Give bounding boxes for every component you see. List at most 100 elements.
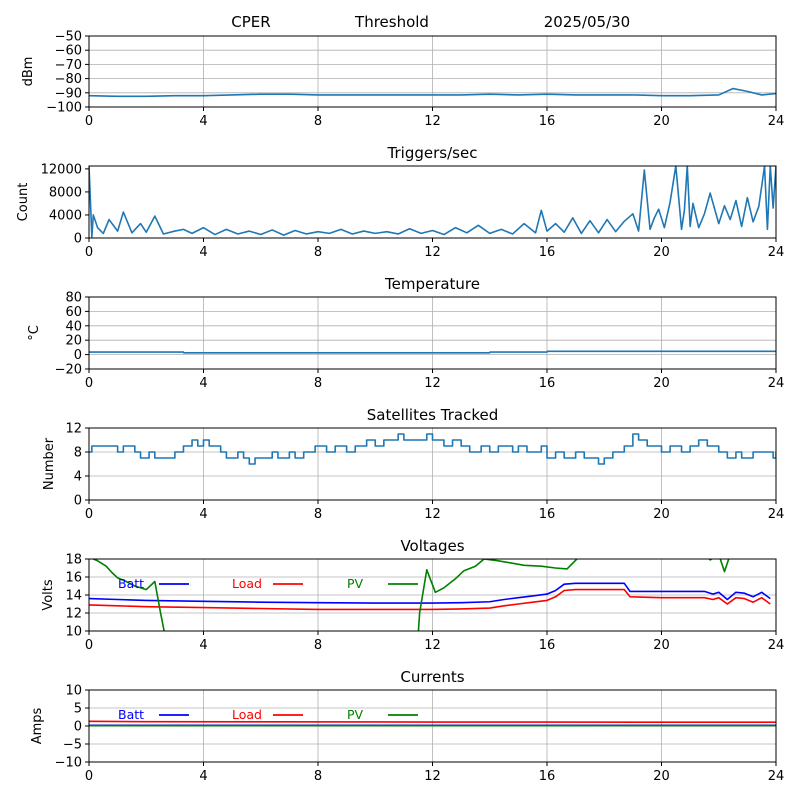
noise-series-group [89, 87, 776, 98]
temperature-xtick-label: 0 [85, 376, 93, 391]
noise-ytick-label: −60 [55, 44, 82, 59]
currents-legend-label-batt: Batt [118, 707, 144, 722]
currents-xtick-label: 12 [424, 769, 441, 784]
triggers-xtick-label: 4 [199, 245, 207, 260]
currents-ytick-label: 10 [65, 684, 82, 699]
triggers-frame [88, 165, 777, 239]
satellites-series-0 [89, 433, 776, 465]
temperature-ylabel: °C [27, 325, 42, 341]
currents-ylabel: Amps [30, 707, 45, 744]
noise-ylabel: dBm [21, 57, 36, 87]
currents-xtick-label: 4 [199, 769, 207, 784]
voltages-ytick-label: 12 [65, 607, 82, 622]
currents-xtick-label: 20 [653, 769, 670, 784]
temperature-xtick-label: 12 [424, 376, 441, 391]
temperature-xtick-label: 16 [539, 376, 556, 391]
triggers-ylabel: Count [16, 183, 31, 222]
triggers-ytick-label: 12000 [41, 162, 82, 177]
temperature-series-0 [89, 350, 776, 354]
noise-xtick-label: 16 [539, 114, 556, 129]
temperature-ytick-label: −20 [55, 363, 82, 378]
voltages-series-load [89, 588, 771, 611]
triggers-ytick-label: 4000 [49, 208, 82, 223]
currents-ytick-label: 5 [74, 702, 82, 717]
satellites-ytick-label: 12 [65, 422, 82, 437]
satellites-xtick-label: 8 [314, 507, 322, 522]
triggers-xtick-label: 20 [653, 245, 670, 260]
noise-ytick-label: −100 [46, 101, 82, 116]
voltages-xtick-label: 20 [653, 638, 670, 653]
satellites-ytick-label: 0 [74, 494, 82, 509]
currents-xtick-label: 16 [539, 769, 556, 784]
noise-xtick-label: 24 [768, 114, 785, 129]
satellites-ytick-label: 8 [74, 446, 82, 461]
satellites-ytick-label: 4 [74, 470, 82, 485]
temperature-ytick-label: 80 [65, 291, 82, 306]
triggers-ytick-label: 8000 [49, 185, 82, 200]
voltages-ylabel: Volts [41, 579, 56, 611]
voltages-legend-label-pv: PV [347, 576, 364, 591]
satellites-xtick-label: 20 [653, 507, 670, 522]
voltages-ytick-label: 10 [65, 625, 82, 640]
currents-xtick-label: 0 [85, 769, 93, 784]
noise-xtick-label: 8 [314, 114, 322, 129]
voltages-ytick-label: 18 [65, 553, 82, 568]
noise-ytick-label: −50 [55, 30, 82, 45]
currents-legend-label-load: Load [232, 707, 262, 722]
voltages-xtick-label: 12 [424, 638, 441, 653]
voltages-series-group [89, 559, 771, 631]
currents-series-group [89, 720, 776, 727]
triggers-xtick-label: 8 [314, 245, 322, 260]
temperature-xtick-label: 20 [653, 376, 670, 391]
satellites-title: Satellites Tracked [367, 406, 498, 424]
voltages-series-pv [91, 559, 165, 631]
noise-panel: 0 4 8 12 16 20 24 −100−90−80−70−60−50 dBm [21, 30, 784, 130]
voltages-series-batt [89, 582, 771, 604]
noise-ytick-label: −70 [55, 58, 82, 73]
voltages-panel: Batt Load PV 0 4 8 12 16 20 24 10 12 14 16 18 Voltages V… [41, 537, 784, 653]
triggers-ytick-label: 0 [74, 232, 82, 247]
header-mode: Threshold [354, 13, 429, 31]
header-station: CPER [231, 13, 270, 31]
noise-xtick-label: 12 [424, 114, 441, 129]
temperature-ytick-label: 0 [74, 348, 82, 363]
satellites-panel: 0 4 8 12 16 20 24 0 4 8 12 Satellites Tracked Number [42, 406, 784, 522]
voltages-xtick-label: 4 [199, 638, 207, 653]
satellites-xtick-label: 12 [424, 507, 441, 522]
temperature-series-group [89, 350, 776, 354]
noise-ytick-label: −80 [55, 72, 82, 87]
currents-panel: Batt Load PV 0 4 8 12 16 20 24 −10 −5 0 5 10 Currents Am… [30, 668, 784, 784]
currents-ytick-label: −10 [55, 756, 82, 771]
satellites-xtick-label: 0 [85, 507, 93, 522]
voltages-xtick-label: 8 [314, 638, 322, 653]
triggers-xtick-label: 16 [539, 245, 556, 260]
voltages-xtick-label: 0 [85, 638, 93, 653]
satellites-series-group [89, 433, 776, 465]
temperature-xtick-label: 8 [314, 376, 322, 391]
voltages-xtick-label: 24 [768, 638, 785, 653]
voltages-series-pv-segment [708, 559, 730, 573]
satellites-xtick-label: 16 [539, 507, 556, 522]
noise-xtick-label: 0 [85, 114, 93, 129]
triggers-series-0 [89, 166, 776, 238]
currents-xtick-label: 24 [768, 769, 785, 784]
noise-series-0 [89, 87, 776, 98]
voltages-xtick-label: 16 [539, 638, 556, 653]
currents-legend-label-pv: PV [347, 707, 364, 722]
currents-ytick-label: −5 [63, 738, 82, 753]
voltages-series-pv-segment [417, 559, 579, 631]
triggers-xtick-label: 24 [768, 245, 785, 260]
satellites-ylabel: Number [42, 437, 57, 490]
temperature-title: Temperature [384, 275, 480, 293]
temperature-xtick-label: 24 [768, 376, 785, 391]
currents-xtick-label: 8 [314, 769, 322, 784]
satellites-xtick-label: 4 [199, 507, 207, 522]
noise-ytick-label: −90 [55, 86, 82, 101]
voltages-title: Voltages [400, 537, 464, 555]
voltages-ytick-label: 16 [65, 571, 82, 586]
noise-xtick-label: 20 [653, 114, 670, 129]
temperature-xtick-label: 4 [199, 376, 207, 391]
